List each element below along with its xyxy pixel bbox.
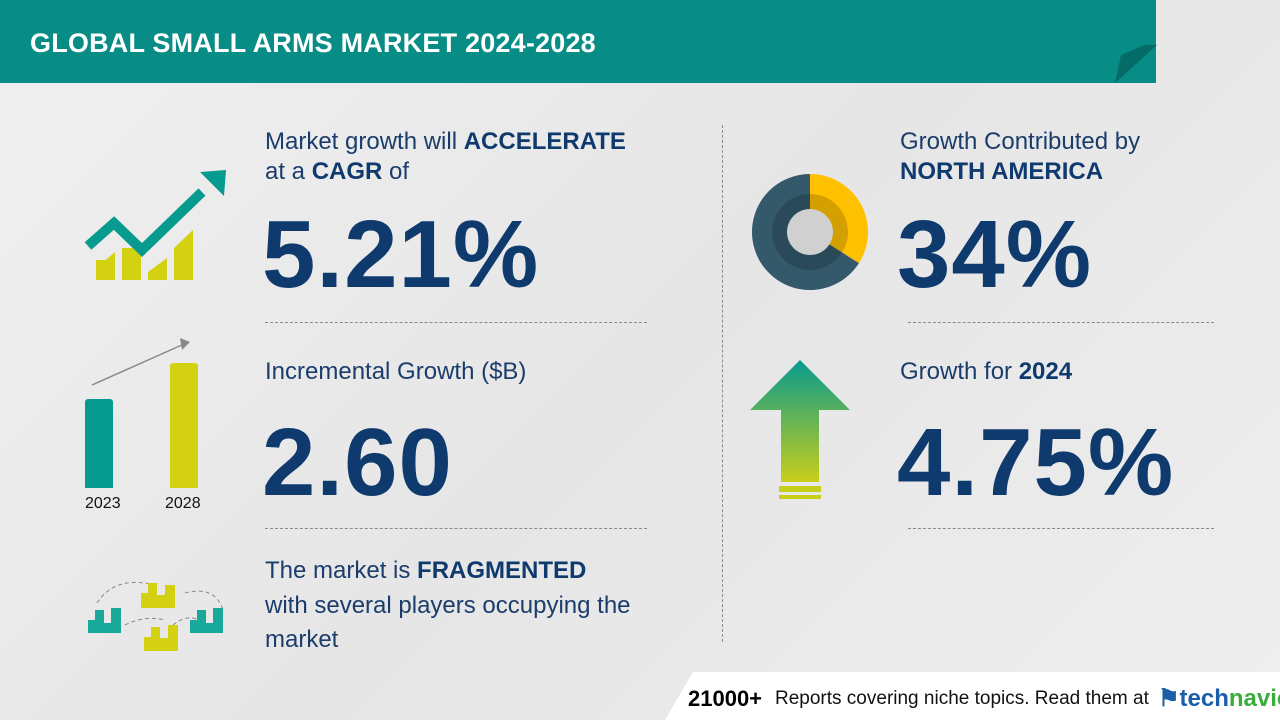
divider [265, 322, 647, 323]
incremental-value: 2.60 [262, 409, 453, 516]
region-value: 34% [897, 201, 1093, 308]
incremental-label: Incremental Growth ($B) [265, 358, 527, 385]
region-label-line2: NORTH AMERICA [900, 158, 1104, 185]
market-line2: with several players occupying the [265, 592, 631, 619]
growth-chart-icon [84, 170, 226, 280]
cagr-label-line2: at a CAGR of [265, 158, 410, 185]
region-label-line1: Growth Contributed by [900, 128, 1141, 155]
technavio-logo[interactable]: ⚑technavio [1158, 685, 1280, 712]
footer-text: Reports covering niche topics. Read them… [775, 688, 1149, 709]
up-arrow-icon [750, 360, 850, 499]
divider [908, 322, 1214, 323]
logo-flag-icon: ⚑ [1158, 685, 1180, 712]
cagr-label-line1: Market growth will ACCELERATE [265, 128, 626, 155]
page-title: GLOBAL SMALL ARMS MARKET 2024-2028 [30, 28, 596, 58]
yoy-label: Growth for 2024 [900, 358, 1073, 385]
bar-comparison-icon [85, 338, 198, 488]
donut-chart-icon [752, 174, 868, 290]
cagr-value: 5.21% [262, 201, 540, 308]
footer-banner [665, 672, 1280, 720]
bar-label-2028: 2028 [165, 495, 201, 512]
market-line1: The market is FRAGMENTED [265, 557, 587, 584]
banner-fold [1115, 45, 1157, 85]
divider [265, 528, 647, 529]
divider [908, 528, 1214, 529]
bar-label-2023: 2023 [85, 495, 121, 512]
buildings-network-icon [88, 581, 224, 651]
report-count: 21000+ [688, 686, 763, 711]
market-line3: market [265, 626, 339, 653]
yoy-value: 4.75% [897, 409, 1175, 516]
header-banner [0, 0, 1156, 83]
column-divider [722, 125, 723, 642]
donut-hole [787, 209, 833, 255]
